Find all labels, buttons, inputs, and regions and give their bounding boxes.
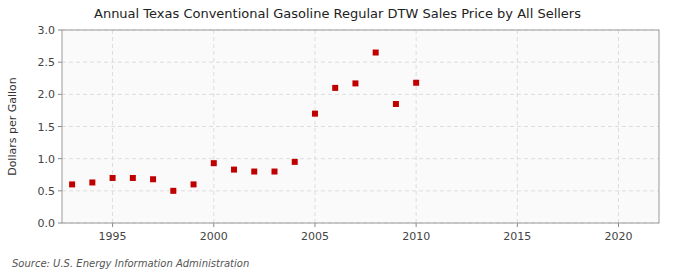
source-note: Source: U.S. Energy Information Administ…	[12, 258, 249, 269]
y-tick-label: 2.5	[38, 56, 56, 69]
point	[352, 80, 358, 86]
y-tick	[58, 94, 62, 95]
point	[89, 179, 95, 185]
y-grid-line	[62, 158, 659, 159]
x-grid-line	[112, 30, 113, 223]
y-tick-label: 2.0	[38, 88, 56, 101]
point	[413, 80, 419, 86]
x-tick	[416, 223, 417, 227]
point	[251, 169, 257, 175]
y-tick	[58, 30, 62, 31]
y-grid-line	[62, 62, 659, 63]
chart-container: 0.0 0.5 1.0 1.5 2.0 2.5 3.0 1995 2000 2005 2010 201…	[0, 0, 675, 275]
x-tick-label: 2000	[200, 230, 228, 243]
x-tick-label: 2010	[402, 230, 430, 243]
y-tick-label: 0.5	[38, 185, 56, 198]
y-tick	[58, 223, 62, 224]
axes: 0.0 0.5 1.0 1.5 2.0 2.5 3.0 1995 2000 2005 2010 201…	[38, 24, 660, 243]
y-tick	[58, 190, 62, 191]
x-tick	[517, 223, 518, 227]
point	[271, 169, 277, 175]
x-tick	[112, 223, 113, 227]
point	[292, 159, 298, 165]
plot-background	[62, 30, 659, 223]
y-tick	[58, 158, 62, 159]
point	[110, 175, 116, 181]
x-grid-line	[618, 30, 619, 223]
point	[373, 50, 379, 56]
grid	[62, 30, 659, 223]
point	[69, 181, 75, 187]
chart-svg: 0.0 0.5 1.0 1.5 2.0 2.5 3.0 1995 2000 2005 2010 201…	[0, 0, 675, 275]
y-tick	[58, 126, 62, 127]
x-tick-label: 2015	[503, 230, 531, 243]
y-tick	[58, 62, 62, 63]
point	[130, 175, 136, 181]
point	[332, 85, 338, 91]
x-grid-line	[517, 30, 518, 223]
x-grid-line	[314, 30, 315, 223]
x-grid-line	[213, 30, 214, 223]
points	[69, 50, 419, 194]
y-axis-label: Dollars per Gallon	[6, 77, 19, 176]
y-tick-label: 3.0	[38, 24, 56, 37]
plot-frame	[62, 30, 659, 223]
chart-title: Annual Texas Conventional Gasoline Regul…	[94, 6, 581, 21]
point	[150, 176, 156, 182]
y-tick-label: 1.0	[38, 153, 56, 166]
x-grid-line	[416, 30, 417, 223]
x-tick	[213, 223, 214, 227]
point	[231, 167, 237, 173]
point	[312, 111, 318, 117]
point	[170, 188, 176, 194]
point	[393, 101, 399, 107]
y-tick-label: 1.5	[38, 121, 56, 134]
y-grid-line	[62, 126, 659, 127]
y-tick-label: 0.0	[38, 217, 56, 230]
x-tick-label: 1995	[99, 230, 127, 243]
x-tick-label: 2005	[301, 230, 329, 243]
point	[191, 181, 197, 187]
y-grid-line	[62, 190, 659, 191]
x-tick	[618, 223, 619, 227]
x-tick-label: 2020	[605, 230, 633, 243]
x-tick	[314, 223, 315, 227]
point	[211, 160, 217, 166]
y-grid-line	[62, 94, 659, 95]
